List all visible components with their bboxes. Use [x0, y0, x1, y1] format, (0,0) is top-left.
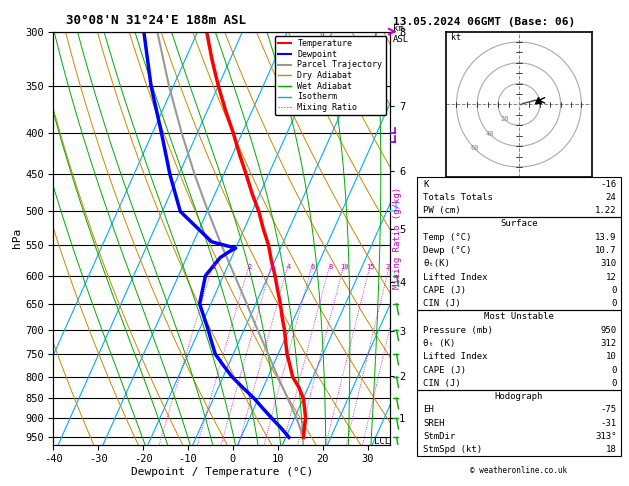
Text: Hodograph: Hodograph [495, 392, 543, 401]
Text: kt: kt [451, 33, 461, 42]
Y-axis label: hPa: hPa [12, 228, 22, 248]
Text: 6: 6 [310, 264, 314, 270]
Text: 1: 1 [211, 264, 216, 270]
Text: StmSpd (kt): StmSpd (kt) [423, 445, 482, 454]
Text: 10: 10 [340, 264, 348, 270]
Text: 0: 0 [611, 286, 616, 295]
Text: 310: 310 [600, 259, 616, 268]
Text: 4: 4 [286, 264, 291, 270]
Text: 3: 3 [270, 264, 274, 270]
Text: 12: 12 [606, 273, 616, 281]
Text: 24: 24 [606, 193, 616, 202]
Text: -31: -31 [600, 418, 616, 428]
Text: © weatheronline.co.uk: © weatheronline.co.uk [470, 466, 567, 475]
Text: EH: EH [423, 405, 434, 415]
Text: 30°08'N 31°24'E 188m ASL: 30°08'N 31°24'E 188m ASL [66, 14, 246, 27]
Text: Surface: Surface [500, 219, 538, 228]
Text: 10: 10 [606, 352, 616, 361]
Text: 20: 20 [500, 116, 509, 122]
Text: 0: 0 [611, 365, 616, 375]
Text: θₜ(K): θₜ(K) [423, 259, 450, 268]
Text: 13.05.2024 06GMT (Base: 06): 13.05.2024 06GMT (Base: 06) [393, 17, 576, 27]
Text: -16: -16 [600, 179, 616, 189]
Text: 313°: 313° [595, 432, 616, 441]
Text: 0: 0 [611, 379, 616, 388]
Text: Dewp (°C): Dewp (°C) [423, 246, 472, 255]
Text: 10.7: 10.7 [595, 246, 616, 255]
Text: K: K [423, 179, 429, 189]
Text: LCL: LCL [374, 437, 390, 447]
Text: 40: 40 [486, 131, 494, 137]
Text: 950: 950 [600, 326, 616, 335]
Text: 20: 20 [386, 264, 394, 270]
Text: Most Unstable: Most Unstable [484, 312, 554, 321]
Text: 60: 60 [471, 145, 479, 151]
Text: Pressure (mb): Pressure (mb) [423, 326, 493, 335]
Text: 1.22: 1.22 [595, 206, 616, 215]
Text: CIN (J): CIN (J) [423, 379, 461, 388]
Text: CIN (J): CIN (J) [423, 299, 461, 308]
Text: Lifted Index: Lifted Index [423, 352, 488, 361]
Text: θₜ (K): θₜ (K) [423, 339, 455, 348]
Text: SREH: SREH [423, 418, 445, 428]
Text: 18: 18 [606, 445, 616, 454]
Text: 13.9: 13.9 [595, 233, 616, 242]
Text: 2: 2 [247, 264, 252, 270]
Text: StmDir: StmDir [423, 432, 455, 441]
Text: PW (cm): PW (cm) [423, 206, 461, 215]
Text: km
ASL: km ASL [393, 24, 409, 44]
Text: 8: 8 [328, 264, 332, 270]
Text: -75: -75 [600, 405, 616, 415]
Text: CAPE (J): CAPE (J) [423, 286, 467, 295]
Text: Lifted Index: Lifted Index [423, 273, 488, 281]
Text: 15: 15 [366, 264, 375, 270]
Text: 0: 0 [611, 299, 616, 308]
Text: Temp (°C): Temp (°C) [423, 233, 472, 242]
Text: 312: 312 [600, 339, 616, 348]
X-axis label: Dewpoint / Temperature (°C): Dewpoint / Temperature (°C) [131, 467, 313, 477]
Text: CAPE (J): CAPE (J) [423, 365, 467, 375]
Legend: Temperature, Dewpoint, Parcel Trajectory, Dry Adiabat, Wet Adiabat, Isotherm, Mi: Temperature, Dewpoint, Parcel Trajectory… [275, 36, 386, 115]
Text: Totals Totals: Totals Totals [423, 193, 493, 202]
Text: Mixing Ratio (g/kg): Mixing Ratio (g/kg) [393, 187, 402, 289]
